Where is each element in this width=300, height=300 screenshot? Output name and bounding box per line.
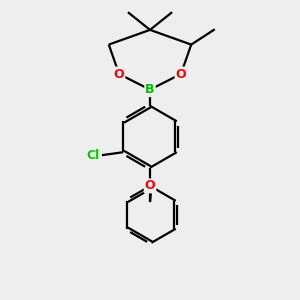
Text: O: O (114, 68, 124, 80)
Text: O: O (176, 68, 186, 80)
Text: Cl: Cl (87, 149, 100, 162)
Text: B: B (145, 83, 155, 96)
Text: O: O (145, 179, 155, 192)
